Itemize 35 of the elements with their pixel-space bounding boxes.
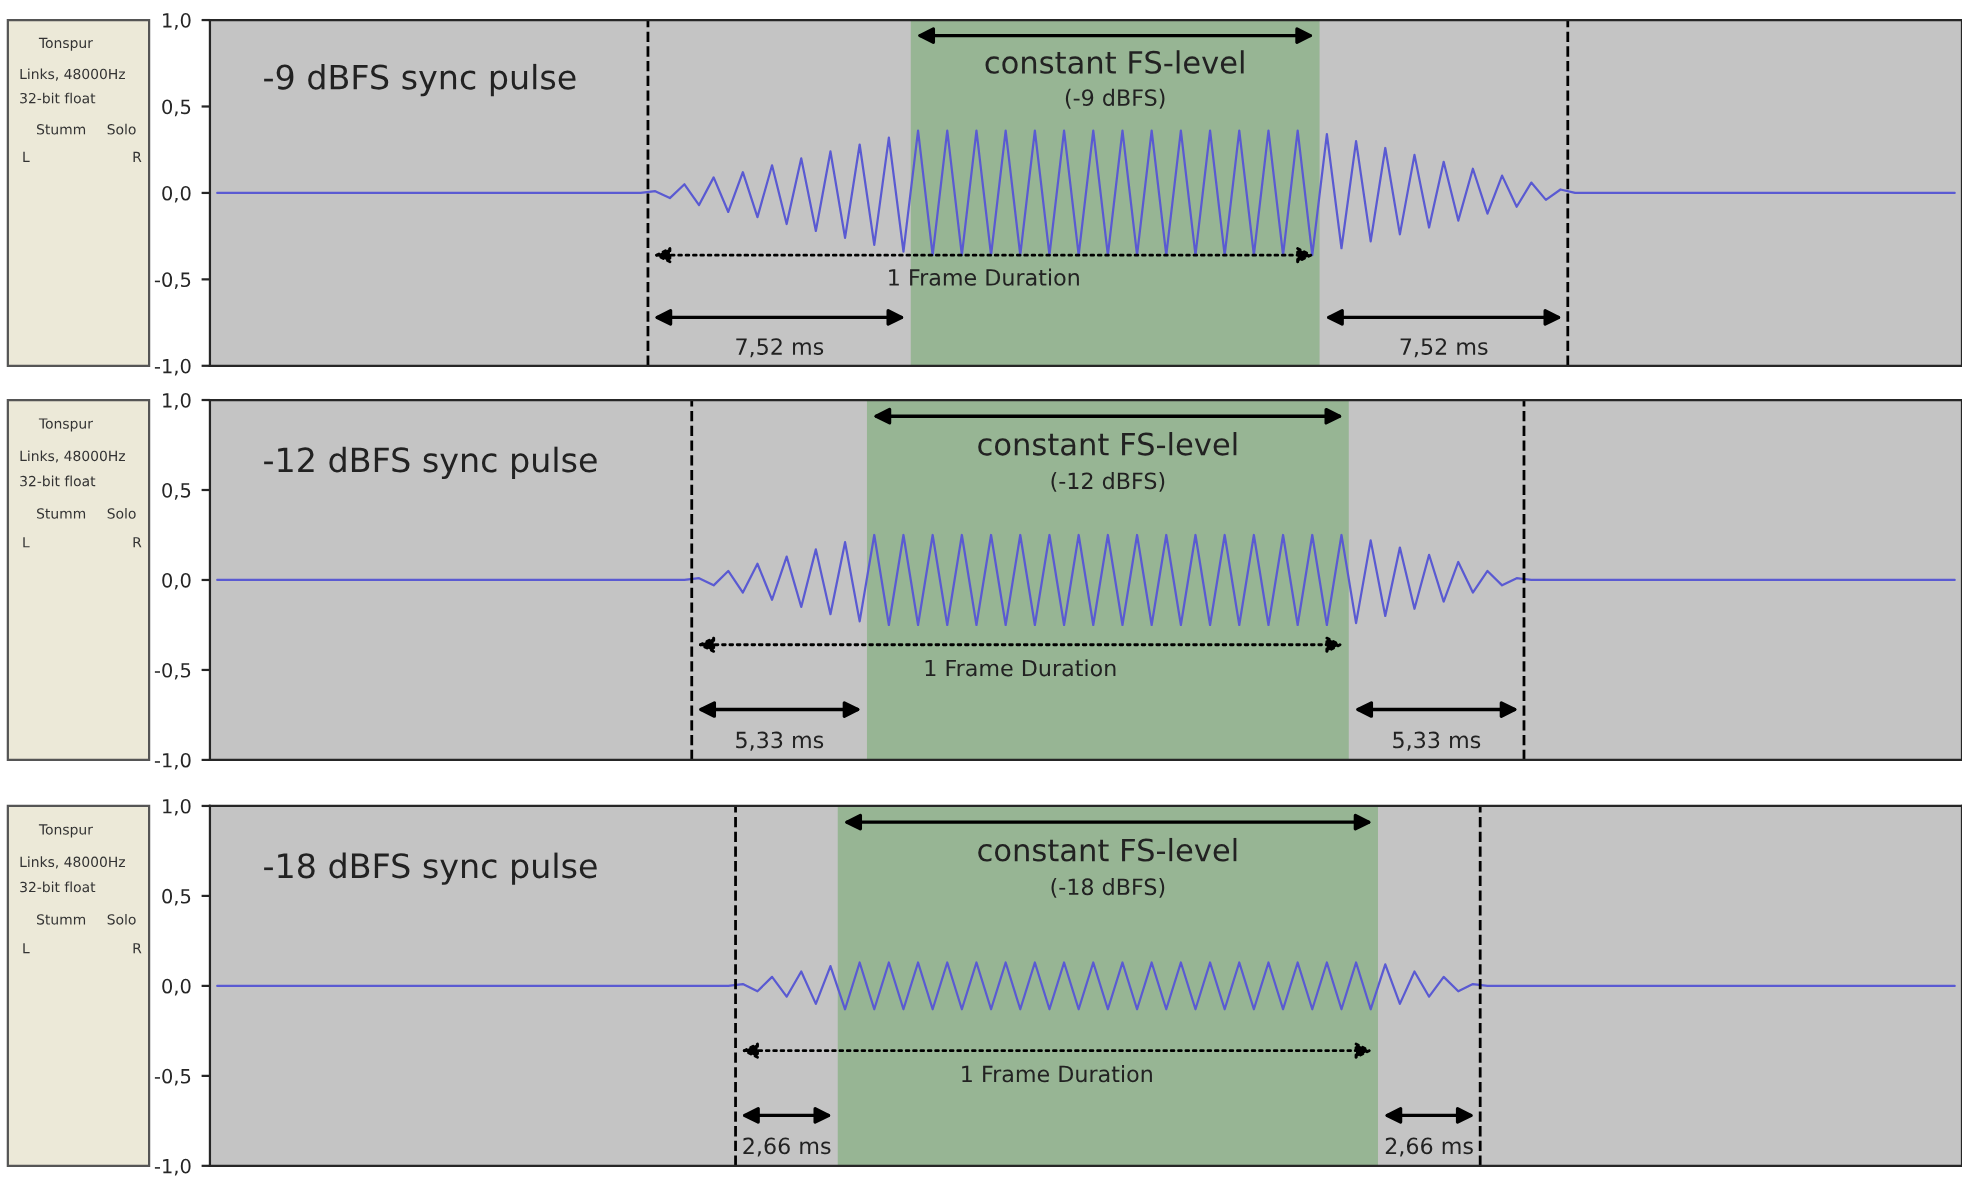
- annotation: 7,52 ms: [1400, 338, 1488, 358]
- y-tick-label: 0,0: [162, 572, 191, 590]
- y-tick-label: -1,0: [154, 752, 191, 770]
- annotation: 5,33 ms: [1393, 731, 1481, 751]
- annotation: (-12 dBFS): [1051, 472, 1165, 492]
- y-tick-label: -0,5: [154, 1068, 191, 1086]
- y-tick-label: -0,5: [154, 272, 191, 290]
- y-tick-label: 1,0: [163, 13, 191, 30]
- annotation: 2,66 ms: [1385, 1137, 1473, 1157]
- annotation: 7,52 ms: [736, 338, 824, 358]
- line-series: [216, 961, 1956, 1011]
- text: -9 dBFS sync pulse: [264, 63, 576, 97]
- text: -12 dBFS sync pulse: [264, 446, 597, 479]
- annotation: (-9 dBFS): [1065, 88, 1165, 109]
- y-tick-label: 0,5: [162, 888, 191, 906]
- line-series: [216, 533, 1956, 627]
- y-tick-label: 0,5: [162, 482, 191, 500]
- y-tick-label: 0,5: [162, 99, 191, 117]
- y-tick-label: -1,0: [154, 1158, 191, 1176]
- y-tick-label: 1,0: [163, 798, 191, 816]
- annotation: constant FS-level: [978, 432, 1237, 456]
- annotation: constant FS-level: [985, 50, 1244, 74]
- annotation: 5,33 ms: [736, 731, 824, 751]
- y-tick-label: 0,0: [162, 978, 191, 996]
- annotation: 2,66 ms: [743, 1137, 831, 1157]
- annotation: (-18 dBFS): [1051, 877, 1165, 898]
- text: -18 dBFS sync pulse: [264, 852, 597, 885]
- annotation: constant FS-level: [978, 837, 1237, 862]
- y-tick-label: 0,0: [162, 185, 191, 203]
- annotation: 1 Frame Duration: [925, 659, 1116, 677]
- y-tick-label: -1,0: [154, 358, 191, 376]
- y-tick-label: 1,0: [163, 392, 191, 410]
- y-tick-label: -0,5: [154, 662, 191, 680]
- annotation: 1 Frame Duration: [889, 268, 1079, 286]
- annotation: 1 Frame Duration: [962, 1065, 1152, 1083]
